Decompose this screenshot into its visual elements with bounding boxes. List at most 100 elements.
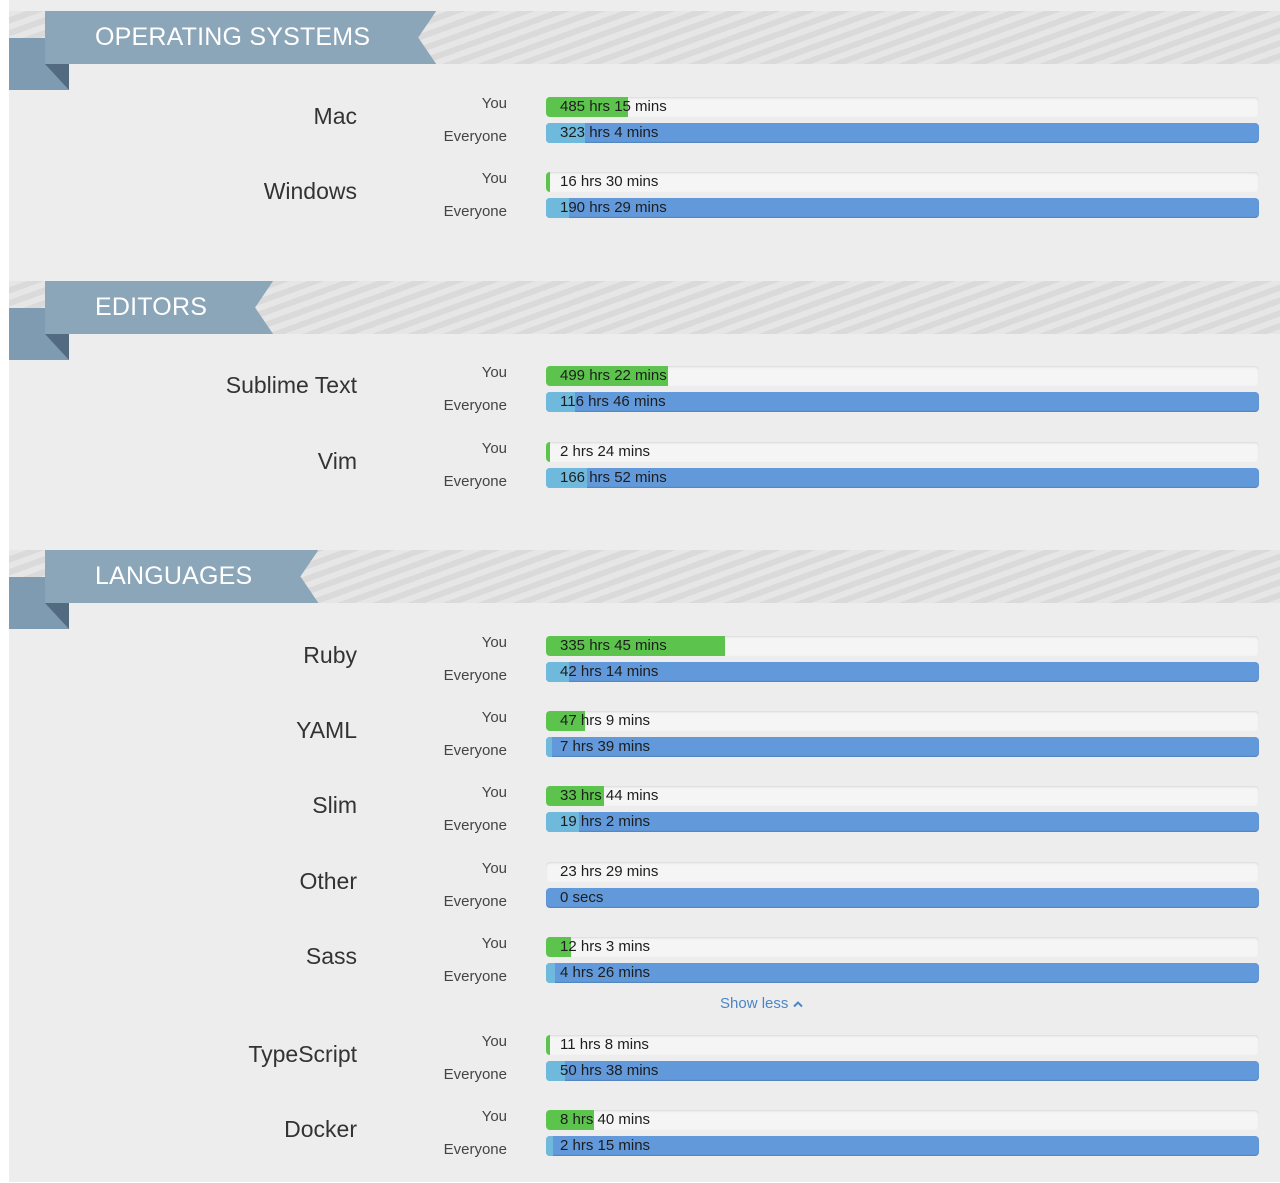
stat-row-slim: Slim You Everyone 33 hrs 44 mins 19 hrs 2 mi… [9,784,1280,859]
you-bar-fill [546,97,628,117]
you-label: You [481,634,507,651]
you-bar: 33 hrs 44 mins [546,786,1259,806]
everyone-bar-fill [546,123,585,143]
everyone-label: Everyone [443,1066,507,1083]
category-name: Vim [317,448,357,474]
everyone-label: Everyone [443,968,507,985]
you-time: 11 hrs 8 mins [560,1036,649,1053]
you-time: 16 hrs 30 mins [560,173,659,190]
you-bar: 335 hrs 45 mins [546,636,1259,656]
everyone-bar-fill [546,812,579,832]
stat-row-other: Other You Everyone 23 hrs 29 mins 0 secs [9,860,1280,935]
category-name: Slim [312,792,357,818]
everyone-label: Everyone [443,742,507,759]
everyone-bar-fill [546,468,587,488]
show-less-label: Show less [720,995,789,1012]
you-label: You [481,440,507,457]
you-label: You [481,935,507,952]
everyone-bar: 166 hrs 52 mins [546,468,1259,488]
everyone-time: 4 hrs 26 mins [560,964,651,981]
category-name: Mac [313,103,357,129]
you-bar-fill [546,937,571,957]
you-label: You [481,1033,507,1050]
everyone-label: Everyone [443,473,507,490]
everyone-bar: 190 hrs 29 mins [546,198,1259,218]
category-name: TypeScript [248,1041,357,1067]
everyone-bar-fill [546,198,569,218]
everyone-time: 19 hrs 2 mins [560,813,651,830]
everyone-bar: 0 secs [546,888,1259,908]
everyone-bar: 4 hrs 26 mins [546,963,1259,983]
you-bar-fill [546,786,605,806]
everyone-time: 2 hrs 15 mins [560,1137,651,1154]
everyone-bar: 50 hrs 38 mins [546,1061,1259,1081]
section-title: LANGUAGES [95,562,253,590]
category-name: Ruby [303,642,357,668]
everyone-label: Everyone [443,1141,507,1158]
stat-row-yaml: YAML You Everyone 47 hrs 9 mins 7 hrs 39 min… [9,709,1280,784]
everyone-label: Everyone [443,817,507,834]
everyone-time: 190 hrs 29 mins [560,199,667,216]
everyone-bar: 116 hrs 46 mins [546,392,1259,412]
stat-row-vim: Vim You Everyone 2 hrs 24 mins 166 hrs 52 mi… [9,440,1280,515]
chevron-up-icon [793,1000,804,1007]
everyone-time: 7 hrs 39 mins [560,738,651,755]
you-label: You [481,860,507,877]
you-bar-fill [546,1110,595,1130]
everyone-bar-fill [546,1061,566,1081]
everyone-bar-fill [546,1136,554,1156]
stat-row-typescript: TypeScript You Everyone 11 hrs 8 mins 50 hrs… [9,1033,1280,1108]
everyone-time: 42 hrs 14 mins [560,663,659,680]
you-bar-fill [546,172,550,192]
stat-row-docker: Docker You Everyone 8 hrs 40 mins 2 hrs 15 m… [9,1108,1280,1183]
you-bar: 499 hrs 22 mins [546,366,1259,386]
you-bar: 16 hrs 30 mins [546,172,1259,192]
category-name: Sass [305,943,357,969]
you-time: 47 hrs 9 mins [560,712,651,729]
you-bar-fill [546,1035,550,1055]
you-label: You [481,784,507,801]
section-ribbon: OPERATING SYSTEMS [45,11,436,64]
you-bar: 12 hrs 3 mins [546,937,1259,957]
you-bar-fill [546,442,550,462]
everyone-time: 323 hrs 4 mins [560,124,659,141]
stat-row-ruby: Ruby You Everyone 335 hrs 45 mins 42 hrs 14 … [9,634,1280,709]
you-time: 499 hrs 22 mins [560,367,667,384]
everyone-bar: 323 hrs 4 mins [546,123,1259,143]
everyone-bar: 7 hrs 39 mins [546,737,1259,757]
stats-page: OPERATING SYSTEMS EDITORS LANGUAGES Mac Y… [9,0,1280,1182]
you-bar-fill [546,636,725,656]
you-bar-fill [546,711,586,731]
everyone-time: 116 hrs 46 mins [560,393,666,410]
you-label: You [481,1108,507,1125]
you-bar: 485 hrs 15 mins [546,97,1259,117]
everyone-time: 50 hrs 38 mins [560,1062,659,1079]
section-ribbon: LANGUAGES [45,550,318,603]
everyone-bar-fill [546,392,575,412]
section-ribbon: EDITORS [45,281,273,334]
category-name: YAML [296,717,357,743]
ribbon-fold [45,603,69,629]
you-time: 485 hrs 15 mins [560,98,667,115]
everyone-bar-fill [546,963,556,983]
ribbon-fold [45,64,69,90]
category-name: Docker [284,1116,357,1142]
you-label: You [481,364,507,381]
you-time: 23 hrs 29 mins [560,863,659,880]
you-label: You [481,95,507,112]
stat-row-sass: Sass You Everyone 12 hrs 3 mins 4 hrs 26 min… [9,935,1280,1010]
everyone-bar-fill [546,737,552,757]
show-less-link[interactable]: Show less [720,995,804,1012]
you-time: 12 hrs 3 mins [560,938,651,955]
you-time: 335 hrs 45 mins [560,637,667,654]
everyone-bar: 42 hrs 14 mins [546,662,1259,682]
category-name: Other [299,868,357,894]
everyone-label: Everyone [443,667,507,684]
stat-row-mac: Mac You Everyone 485 hrs 15 mins 323 hrs 4 m… [9,95,1280,170]
you-time: 33 hrs 44 mins [560,787,659,804]
stat-row-windows: Windows You Everyone 16 hrs 30 mins 190 hrs … [9,170,1280,245]
everyone-label: Everyone [443,893,507,910]
section-title: EDITORS [95,293,208,321]
you-bar: 11 hrs 8 mins [546,1035,1259,1055]
everyone-time: 0 secs [560,889,604,906]
